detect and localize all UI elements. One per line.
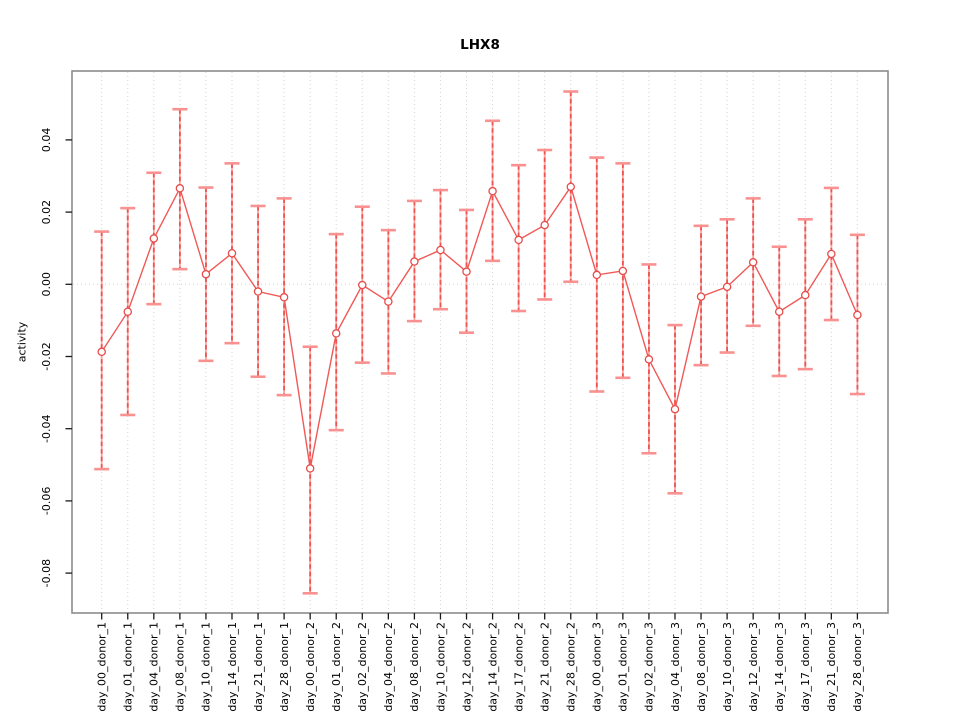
x-tick-label: day_08_donor_2 [408, 622, 421, 712]
x-tick-label: day_00_donor_2 [304, 622, 317, 712]
data-point [436, 245, 445, 255]
data-point [279, 293, 289, 302]
x-tick-label: day_02_donor_2 [356, 622, 369, 712]
x-tick-label: day_08_donor_3 [695, 622, 708, 712]
data-point [566, 182, 576, 192]
x-tick-label: day_28_donor_1 [278, 622, 291, 712]
data-point [97, 347, 106, 357]
x-tick-label: day_04_donor_1 [148, 622, 161, 712]
data-point [540, 220, 549, 230]
x-tick-label: day_14_donor_2 [486, 622, 499, 712]
x-tick-label: day_10_donor_3 [721, 622, 734, 712]
x-tick-label: day_21_donor_2 [538, 622, 551, 712]
data-point [331, 329, 341, 338]
data-point [853, 310, 862, 320]
data-point [123, 307, 133, 316]
data-point [358, 280, 367, 290]
data-point [592, 270, 602, 280]
data-point [722, 282, 732, 292]
x-tick-label: day_10_donor_1 [200, 622, 213, 712]
data-point [748, 258, 758, 267]
y-tick-label: -0.02 [40, 342, 53, 370]
data-point [618, 266, 628, 276]
y-tick-label: -0.08 [40, 559, 53, 587]
data-point [644, 355, 654, 364]
y-tick-label: 0.02 [40, 200, 53, 225]
x-tick-label: day_04_donor_3 [669, 622, 682, 712]
data-point [149, 234, 159, 243]
data-point [827, 249, 836, 259]
data-point [175, 184, 185, 193]
x-tick-label: day_14_donor_1 [226, 622, 239, 712]
x-tick-label: day_00_donor_3 [591, 622, 604, 712]
data-point [305, 464, 315, 473]
x-tick-label: day_12_donor_2 [460, 622, 473, 712]
data-point [384, 297, 393, 306]
plot-border [71, 70, 889, 614]
data-point [670, 404, 680, 414]
data-point [410, 257, 419, 266]
x-tick-label: day_01_donor_1 [122, 622, 135, 712]
x-tick-label: day_01_donor_3 [617, 622, 630, 712]
data-point [488, 186, 497, 196]
x-tick-label: day_02_donor_3 [643, 622, 656, 712]
x-tick-label: day_21_donor_3 [825, 622, 838, 712]
x-tick-label: day_12_donor_3 [747, 622, 760, 712]
x-tick-label: day_28_donor_3 [851, 622, 864, 712]
x-tick-label: day_28_donor_2 [565, 622, 578, 712]
series-line [101, 185, 859, 469]
y-tick-label: -0.04 [40, 414, 53, 442]
y-tick-label: -0.06 [40, 487, 53, 515]
x-tick-label: day_21_donor_1 [252, 622, 265, 712]
x-tick-label: day_14_donor_3 [773, 622, 786, 712]
x-tick-label: day_08_donor_1 [174, 622, 187, 712]
data-point [801, 290, 810, 300]
data-point [514, 235, 523, 245]
data-point [462, 267, 471, 276]
x-tick-label: day_17_donor_2 [512, 622, 525, 712]
data-point [253, 287, 263, 296]
data-point [774, 307, 784, 316]
x-tick-label: day_10_donor_2 [434, 622, 447, 712]
y-tick-label: 0.00 [40, 272, 53, 297]
y-tick-label: 0.04 [40, 128, 53, 153]
data-point [201, 269, 211, 279]
x-tick-label: day_17_donor_3 [799, 622, 812, 712]
data-point [227, 249, 237, 258]
x-tick-label: day_01_donor_2 [330, 622, 343, 712]
x-tick-label: day_00_donor_1 [96, 622, 109, 712]
data-point [696, 292, 706, 301]
chart-title: LHX8 [460, 37, 500, 53]
x-tick-label: day_04_donor_2 [382, 622, 395, 712]
